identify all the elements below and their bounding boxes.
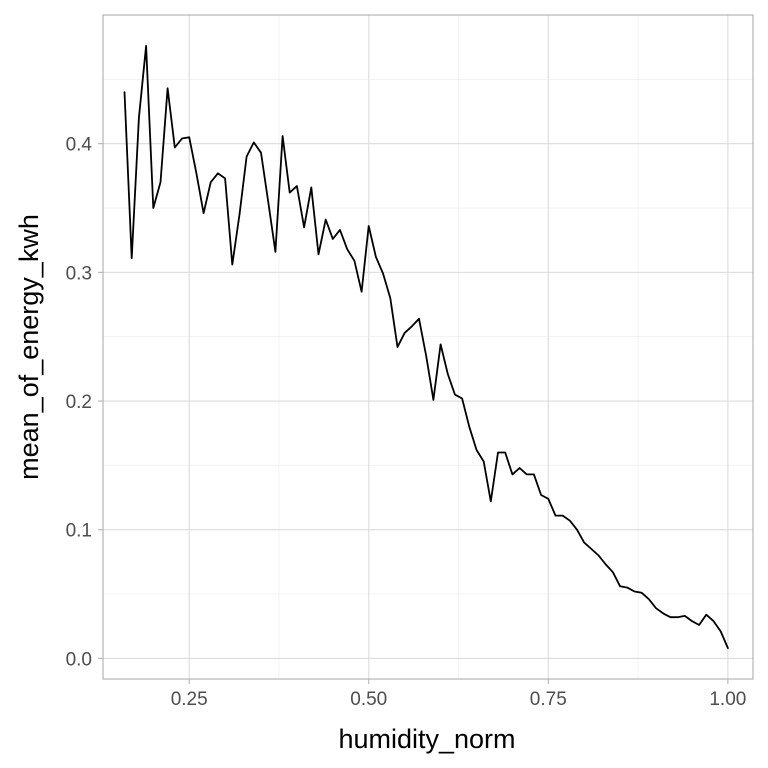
x-tick-label: 0.50	[350, 689, 387, 710]
y-tick-label: 0.3	[66, 263, 92, 284]
minor-gridlines	[103, 15, 753, 679]
major-gridlines	[103, 15, 753, 679]
y-tick-label: 0.1	[66, 521, 92, 542]
y-tick-label: 0.0	[66, 649, 92, 670]
energy-series-line	[123, 45, 729, 649]
y-axis-title: mean_of_energy_kwh	[14, 214, 44, 480]
x-tick-label: 0.25	[171, 689, 208, 710]
y-tick-label: 0.4	[66, 135, 93, 156]
x-axis: 0.25 0.50 0.75 1.00	[171, 679, 746, 710]
plot-panel-border	[102, 14, 754, 680]
x-tick-label: 1.00	[709, 689, 746, 710]
x-axis-title: humidity_norm	[338, 724, 515, 754]
y-tick-label: 0.2	[66, 392, 92, 413]
x-tick-label: 0.75	[530, 689, 567, 710]
y-axis: 0.0 0.1 0.2 0.3 0.4	[66, 135, 103, 670]
